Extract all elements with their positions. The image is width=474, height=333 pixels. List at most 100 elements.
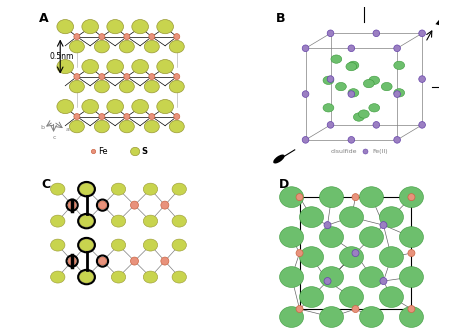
Ellipse shape xyxy=(359,267,383,287)
Text: B: B xyxy=(275,12,285,25)
Circle shape xyxy=(149,74,155,80)
Circle shape xyxy=(408,249,415,257)
Circle shape xyxy=(130,257,138,265)
Circle shape xyxy=(394,91,401,98)
Circle shape xyxy=(302,91,309,98)
Circle shape xyxy=(408,193,415,201)
Ellipse shape xyxy=(111,183,126,195)
Ellipse shape xyxy=(319,307,344,327)
Circle shape xyxy=(124,34,130,40)
Ellipse shape xyxy=(69,80,84,93)
Ellipse shape xyxy=(57,20,73,34)
Ellipse shape xyxy=(319,187,344,207)
Ellipse shape xyxy=(300,287,324,307)
Circle shape xyxy=(68,201,76,209)
Ellipse shape xyxy=(369,76,380,85)
Ellipse shape xyxy=(169,40,184,53)
Circle shape xyxy=(302,137,309,143)
Ellipse shape xyxy=(172,215,186,227)
Ellipse shape xyxy=(169,80,184,93)
Ellipse shape xyxy=(111,239,126,251)
Circle shape xyxy=(296,305,303,313)
Ellipse shape xyxy=(107,20,124,34)
Text: 0.5nm: 0.5nm xyxy=(49,52,74,61)
Ellipse shape xyxy=(130,147,140,156)
Ellipse shape xyxy=(300,247,324,267)
Circle shape xyxy=(74,114,80,120)
Ellipse shape xyxy=(331,55,342,63)
Ellipse shape xyxy=(380,207,403,227)
Circle shape xyxy=(68,257,76,265)
Ellipse shape xyxy=(94,40,109,53)
Ellipse shape xyxy=(381,82,392,91)
Circle shape xyxy=(99,201,107,209)
Ellipse shape xyxy=(79,239,94,251)
Ellipse shape xyxy=(119,80,134,93)
Circle shape xyxy=(419,30,426,37)
Circle shape xyxy=(373,30,380,37)
Text: a: a xyxy=(66,127,70,132)
Text: C: C xyxy=(42,178,51,191)
Ellipse shape xyxy=(172,183,186,195)
Ellipse shape xyxy=(157,60,173,74)
Ellipse shape xyxy=(354,113,364,121)
Ellipse shape xyxy=(400,267,423,287)
Ellipse shape xyxy=(323,76,334,85)
Circle shape xyxy=(74,74,80,80)
Ellipse shape xyxy=(336,82,346,91)
Ellipse shape xyxy=(319,227,344,247)
Ellipse shape xyxy=(359,227,383,247)
Circle shape xyxy=(174,34,180,40)
Ellipse shape xyxy=(280,307,303,327)
Text: Fe: Fe xyxy=(98,147,107,156)
Ellipse shape xyxy=(82,60,99,74)
Circle shape xyxy=(348,45,355,52)
Circle shape xyxy=(327,30,334,37)
Ellipse shape xyxy=(119,40,134,53)
Ellipse shape xyxy=(57,100,73,114)
Text: D: D xyxy=(279,178,289,191)
Ellipse shape xyxy=(394,61,405,70)
Circle shape xyxy=(174,114,180,120)
Ellipse shape xyxy=(339,287,364,307)
Circle shape xyxy=(380,221,387,229)
Circle shape xyxy=(296,249,303,257)
Ellipse shape xyxy=(300,207,324,227)
Circle shape xyxy=(296,193,303,201)
Circle shape xyxy=(352,249,359,257)
Circle shape xyxy=(352,193,359,201)
Circle shape xyxy=(394,137,401,143)
Ellipse shape xyxy=(144,40,159,53)
Text: c: c xyxy=(53,135,56,140)
Ellipse shape xyxy=(359,307,383,327)
Ellipse shape xyxy=(394,89,405,97)
Ellipse shape xyxy=(358,110,369,118)
Ellipse shape xyxy=(107,60,124,74)
Ellipse shape xyxy=(79,271,94,283)
Circle shape xyxy=(91,149,96,154)
Ellipse shape xyxy=(157,20,173,34)
Circle shape xyxy=(348,91,355,98)
Circle shape xyxy=(99,257,107,265)
Circle shape xyxy=(327,122,334,128)
Ellipse shape xyxy=(169,120,184,133)
Ellipse shape xyxy=(380,247,403,267)
Circle shape xyxy=(99,114,105,120)
Ellipse shape xyxy=(172,239,186,251)
Text: Fe(II): Fe(II) xyxy=(372,149,388,154)
Polygon shape xyxy=(436,14,447,27)
Ellipse shape xyxy=(359,187,383,207)
Ellipse shape xyxy=(82,100,99,114)
Circle shape xyxy=(380,277,387,285)
Ellipse shape xyxy=(111,215,126,227)
Ellipse shape xyxy=(94,120,109,133)
Ellipse shape xyxy=(323,104,334,112)
Ellipse shape xyxy=(132,60,148,74)
Ellipse shape xyxy=(79,183,94,195)
Ellipse shape xyxy=(400,227,423,247)
Ellipse shape xyxy=(273,155,284,164)
Ellipse shape xyxy=(364,80,374,88)
Circle shape xyxy=(373,122,380,128)
Circle shape xyxy=(324,277,331,285)
Text: disulfide: disulfide xyxy=(330,149,357,154)
